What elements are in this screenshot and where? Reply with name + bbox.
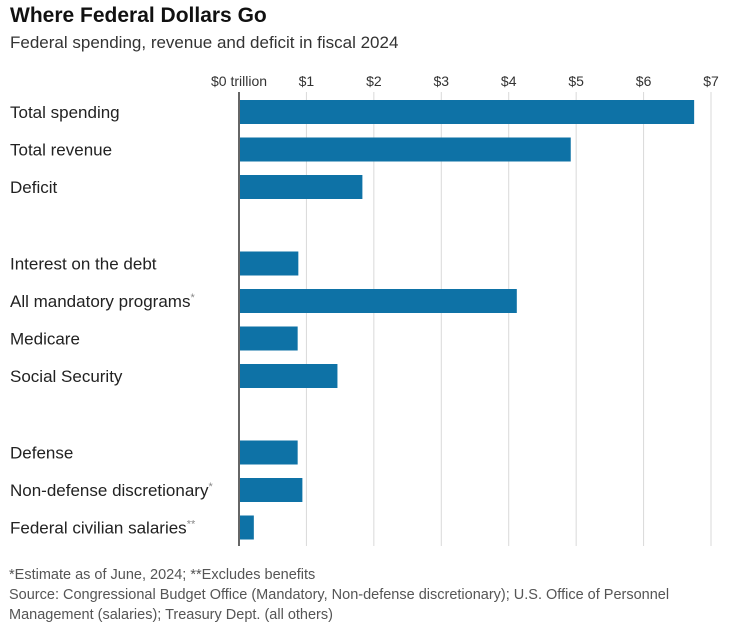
bar-chart: $0 trillion $1 $2 $3 $4 $5 $6 $7 Total spending T… <box>10 73 719 546</box>
bar <box>240 440 298 465</box>
category-label: Defense <box>10 444 73 463</box>
category-label: Federal civilian salaries** <box>10 519 196 538</box>
bar <box>240 515 254 540</box>
category-label: Deficit <box>10 178 58 197</box>
bar <box>240 100 695 124</box>
chart-subtitle: Federal spending, revenue and deficit in… <box>10 33 399 52</box>
bar <box>240 251 299 276</box>
category-label: Social Security <box>10 367 123 386</box>
x-tick-label: $1 <box>299 73 315 89</box>
x-tick-label: $3 <box>433 73 449 89</box>
bar <box>240 364 338 388</box>
footnote: *Estimate as of June, 2024; **Excludes b… <box>9 567 316 583</box>
x-tick-label: $4 <box>501 73 517 89</box>
category-label: All mandatory programs* <box>10 292 195 311</box>
x-tick-label: $6 <box>636 73 652 89</box>
x-tick-label: $0 trillion <box>211 73 267 89</box>
category-label: Non-defense discretionary* <box>10 481 213 500</box>
bar <box>240 289 517 313</box>
category-label: Total revenue <box>10 141 112 160</box>
category-label: Total spending <box>10 103 120 122</box>
source-note: Source: Congressional Budget Office (Man… <box>9 587 670 623</box>
bar <box>240 326 298 351</box>
category-label: Interest on the debt <box>10 255 157 274</box>
x-tick-label: $7 <box>703 73 719 89</box>
bar <box>240 478 303 502</box>
x-tick-label: $5 <box>568 73 584 89</box>
x-tick-label: $2 <box>366 73 382 89</box>
chart-title: Where Federal Dollars Go <box>10 4 267 27</box>
bar <box>240 137 571 162</box>
chart-notes: *Estimate as of June, 2024; **Excludes b… <box>9 565 749 625</box>
bar <box>240 175 363 199</box>
category-label: Medicare <box>10 330 80 349</box>
